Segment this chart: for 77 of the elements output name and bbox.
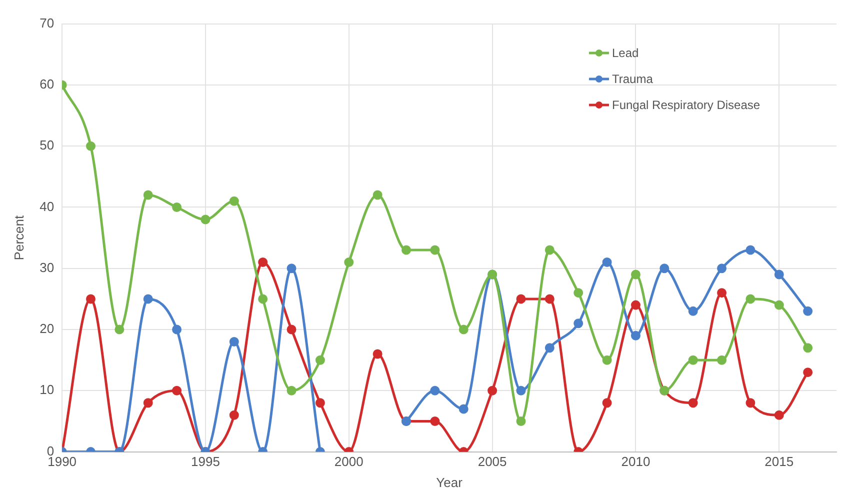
y-tick-label: 20 [40, 321, 54, 336]
point [344, 258, 354, 268]
point [229, 410, 239, 420]
point [602, 355, 612, 365]
point [803, 343, 813, 353]
point [430, 416, 440, 426]
point [200, 214, 210, 224]
point [315, 355, 325, 365]
y-tick-label: 30 [40, 260, 54, 275]
x-tick-label: 2015 [764, 454, 794, 470]
point [430, 386, 440, 396]
point [315, 398, 325, 408]
legend-label: Lead [612, 46, 639, 60]
x-tick-label: 2010 [621, 454, 650, 470]
point [258, 294, 268, 304]
x-axis-title: Year [436, 474, 464, 490]
point [143, 294, 153, 304]
point [172, 386, 182, 396]
point [516, 416, 526, 426]
point [143, 190, 153, 200]
y-tick-label: 10 [40, 382, 54, 398]
point [688, 398, 698, 408]
y-tick-label: 50 [40, 138, 54, 153]
x-tick-label: 2000 [334, 454, 364, 470]
point [602, 258, 612, 268]
point [402, 245, 412, 255]
point [229, 336, 239, 346]
y-tick-label: 40 [40, 198, 54, 214]
point [458, 324, 468, 334]
point [86, 141, 96, 151]
point [372, 190, 382, 200]
point [143, 398, 153, 408]
point [488, 386, 498, 396]
point [688, 306, 698, 316]
x-tick-label: 2005 [478, 454, 507, 470]
x-tick-label: 1995 [191, 454, 220, 470]
point [172, 324, 182, 334]
point [430, 245, 440, 255]
point [258, 258, 268, 268]
point [803, 306, 813, 316]
point [544, 245, 554, 255]
point [774, 410, 784, 420]
point [602, 398, 612, 408]
y-tick-label: 60 [40, 76, 54, 92]
legend-label: Trauma [612, 72, 653, 86]
point [717, 288, 727, 298]
point [630, 300, 640, 310]
point [746, 294, 756, 304]
point [458, 404, 468, 414]
y-tick-label: 70 [40, 15, 54, 30]
point [86, 294, 96, 304]
point [229, 196, 239, 206]
point [516, 294, 526, 304]
point [286, 386, 296, 396]
point [746, 398, 756, 408]
point [574, 288, 584, 298]
point [630, 330, 640, 340]
point [114, 324, 124, 334]
point [746, 245, 756, 255]
point [544, 343, 554, 353]
point [660, 264, 670, 274]
point [717, 355, 727, 365]
point [630, 270, 640, 280]
point [544, 294, 554, 304]
point [172, 202, 182, 212]
point [516, 386, 526, 396]
legend-label: Fungal Respiratory Disease [612, 98, 760, 112]
point [372, 349, 382, 359]
point [774, 300, 784, 310]
point [286, 264, 296, 274]
point [803, 368, 813, 378]
point [688, 355, 698, 365]
point [774, 270, 784, 280]
y-axis-title: Percent [11, 215, 26, 260]
point [286, 324, 296, 334]
point [574, 318, 584, 328]
point [717, 264, 727, 274]
